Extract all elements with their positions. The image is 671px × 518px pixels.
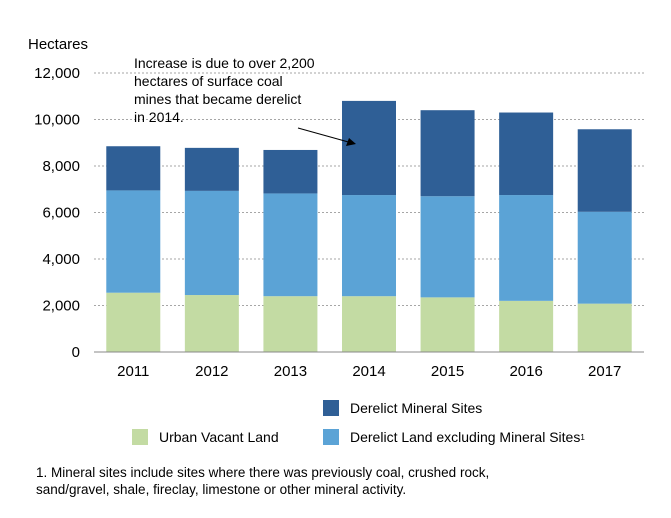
bar-segment-2011-series-0: [106, 292, 161, 352]
bar-segment-2017-series-1: [577, 211, 632, 304]
legend-swatch-urban-vacant-land: [132, 429, 148, 445]
legend-label: Urban Vacant Land: [159, 429, 279, 445]
bar-segment-2014-series-2: [342, 100, 396, 196]
bar-segment-2015-series-0: [420, 297, 475, 352]
annotation-arrowhead: [346, 138, 356, 146]
y-tick-label: 0: [72, 344, 80, 361]
legend-label: Derelict Land excluding Mineral Sites: [350, 429, 581, 445]
footnote-line-2: sand/gravel, shale, fireclay, limestone …: [36, 482, 407, 497]
bar-segment-2012-series-2: [184, 147, 239, 191]
x-tick-label: 2015: [431, 363, 464, 380]
legend-item-derelict-land-excl-mineral: Derelict Land excluding Mineral Sites 1: [323, 429, 585, 445]
legend-label: Derelict Mineral Sites: [350, 400, 483, 416]
x-tick-label: 2014: [352, 363, 385, 380]
bar-segment-2013-series-2: [263, 149, 318, 194]
bar-segment-2014-series-0: [342, 296, 396, 352]
annotation-arrow: [297, 127, 353, 144]
annotation: Increase is due to over 2,200 hectares o…: [134, 55, 356, 146]
bar-segment-2017-series-2: [577, 129, 632, 212]
legend-swatch-derelict-land-excl-mineral: [323, 429, 339, 445]
legend-item-urban-vacant-land: Urban Vacant Land: [132, 429, 279, 445]
y-tick-labels: 0 2,000 4,000 6,000 8,000 10,000 12,000: [34, 65, 80, 361]
annotation-line-2: hectares of surface coal: [134, 73, 283, 89]
x-tick-label: 2012: [195, 363, 228, 380]
y-tick-label: 6,000: [42, 205, 80, 222]
bar-segment-2012-series-1: [184, 190, 239, 296]
bar-segment-2016-series-0: [499, 300, 554, 352]
annotation-line-3: mines that became derelict: [134, 91, 301, 107]
annotation-line-1: Increase is due to over 2,200: [134, 55, 315, 71]
footnote-marker: 1: [580, 432, 585, 442]
bar-segment-2015-series-2: [420, 110, 475, 197]
x-tick-label: 2017: [588, 363, 621, 380]
bars: [106, 100, 632, 352]
bar-segment-2013-series-0: [263, 296, 318, 352]
y-tick-label: 4,000: [42, 251, 80, 268]
legend-swatch-derelict-mineral-sites: [323, 400, 339, 416]
bar-segment-2011-series-2: [106, 146, 161, 191]
x-tick-label: 2011: [117, 363, 149, 380]
y-axis-title: Hectares: [28, 36, 88, 53]
bar-segment-2012-series-0: [184, 295, 239, 352]
bar-segment-2015-series-1: [420, 196, 475, 298]
y-tick-label: 2,000: [42, 298, 80, 315]
bar-segment-2013-series-1: [263, 193, 318, 297]
x-tick-label: 2016: [509, 363, 542, 380]
footnote-line-1: 1. Mineral sites include sites where the…: [36, 465, 490, 480]
bar-segment-2016-series-1: [499, 195, 554, 301]
bar-segment-2011-series-1: [106, 190, 161, 293]
y-tick-label: 12,000: [34, 65, 80, 82]
stacked-bar-chart: Hectares 0 2,000 4,000 6,000 8,000 10,000 12,0…: [28, 36, 644, 380]
bar-segment-2014-series-1: [342, 195, 396, 297]
x-tick-labels: 2011 2012 2013 2014 2015 2016 2017: [117, 363, 621, 380]
annotation-line-4: in 2014.: [134, 109, 184, 125]
legend-item-derelict-mineral-sites: Derelict Mineral Sites: [323, 400, 482, 416]
x-tick-label: 2013: [274, 363, 307, 380]
footnote: 1. Mineral sites include sites where the…: [36, 464, 656, 498]
bar-segment-2016-series-2: [499, 112, 554, 196]
y-tick-label: 10,000: [34, 112, 80, 129]
bar-segment-2017-series-0: [577, 303, 632, 352]
y-tick-label: 8,000: [42, 158, 80, 175]
